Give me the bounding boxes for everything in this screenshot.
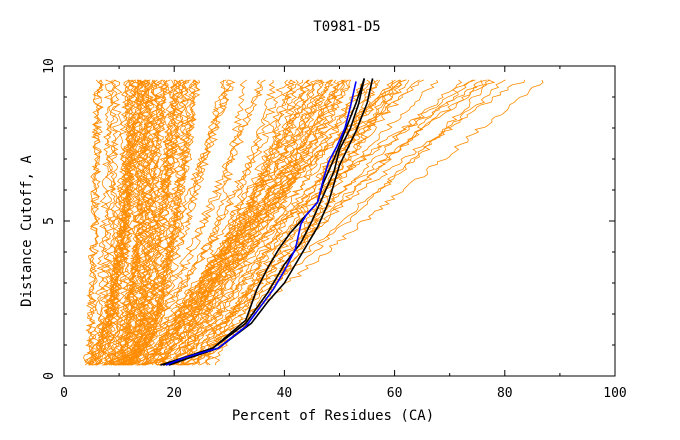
model-curve xyxy=(83,79,103,366)
model-curve xyxy=(88,79,137,366)
model-curve xyxy=(84,79,147,366)
y-tick-label: 5 xyxy=(42,217,57,225)
model-curve xyxy=(116,79,151,366)
axis-ticks: 0 20 40 60 80 100 0 5 10 xyxy=(42,58,627,401)
model-curve xyxy=(170,79,425,366)
model-curve xyxy=(84,79,105,366)
model-curve xyxy=(127,79,154,366)
model-curve xyxy=(180,79,420,366)
model-curve xyxy=(113,79,297,366)
x-axis-label: Percent of Residues (CA) xyxy=(232,408,434,424)
model-curve xyxy=(113,79,262,366)
model-curve xyxy=(90,79,114,366)
model-curve xyxy=(86,79,103,366)
chart-title: T0981-D5 xyxy=(313,19,380,35)
model-curve xyxy=(143,79,476,366)
model-curve xyxy=(121,79,334,366)
model-curve xyxy=(95,79,117,366)
model-curve xyxy=(135,79,299,366)
model-curve xyxy=(111,79,321,366)
model-curve xyxy=(157,79,319,366)
model-curve xyxy=(91,79,141,366)
model-curve xyxy=(103,79,172,366)
x-tick-label: 40 xyxy=(277,386,293,401)
model-curve xyxy=(124,79,266,366)
x-tick-label: 80 xyxy=(497,386,513,401)
model-curve xyxy=(191,79,439,366)
model-curve xyxy=(139,79,310,366)
model-curve xyxy=(101,79,133,366)
plot-area xyxy=(83,78,544,366)
model-curve xyxy=(88,79,157,366)
model-curve xyxy=(142,79,410,366)
highlight-curve xyxy=(165,81,357,366)
model-curve xyxy=(160,79,373,366)
model-curve xyxy=(103,79,134,366)
model-curve xyxy=(119,79,236,366)
y-tick-label: 10 xyxy=(42,58,57,74)
model-curve xyxy=(130,79,201,366)
model-curve xyxy=(124,79,182,366)
model-curve xyxy=(178,79,276,366)
model-curve xyxy=(177,79,381,366)
x-tick-label: 100 xyxy=(603,386,626,401)
x-tick-label: 0 xyxy=(60,386,68,401)
model-curve xyxy=(182,79,401,366)
model-curve xyxy=(154,79,379,366)
y-axis-label: Distance Cutoff, A xyxy=(19,155,35,307)
model-curve xyxy=(118,79,151,366)
model-curve xyxy=(126,79,231,366)
x-tick-label: 60 xyxy=(387,386,403,401)
model-curve xyxy=(136,79,496,366)
highlight-curve xyxy=(160,78,366,366)
x-tick-label: 20 xyxy=(166,386,182,401)
model-curve xyxy=(169,79,350,366)
model-curve xyxy=(115,79,181,366)
model-curve xyxy=(109,79,190,366)
y-tick-label: 0 xyxy=(42,372,57,380)
model-curve xyxy=(118,79,136,366)
model-curve xyxy=(199,79,474,366)
model-curve xyxy=(158,79,296,366)
model-curve xyxy=(119,79,230,366)
